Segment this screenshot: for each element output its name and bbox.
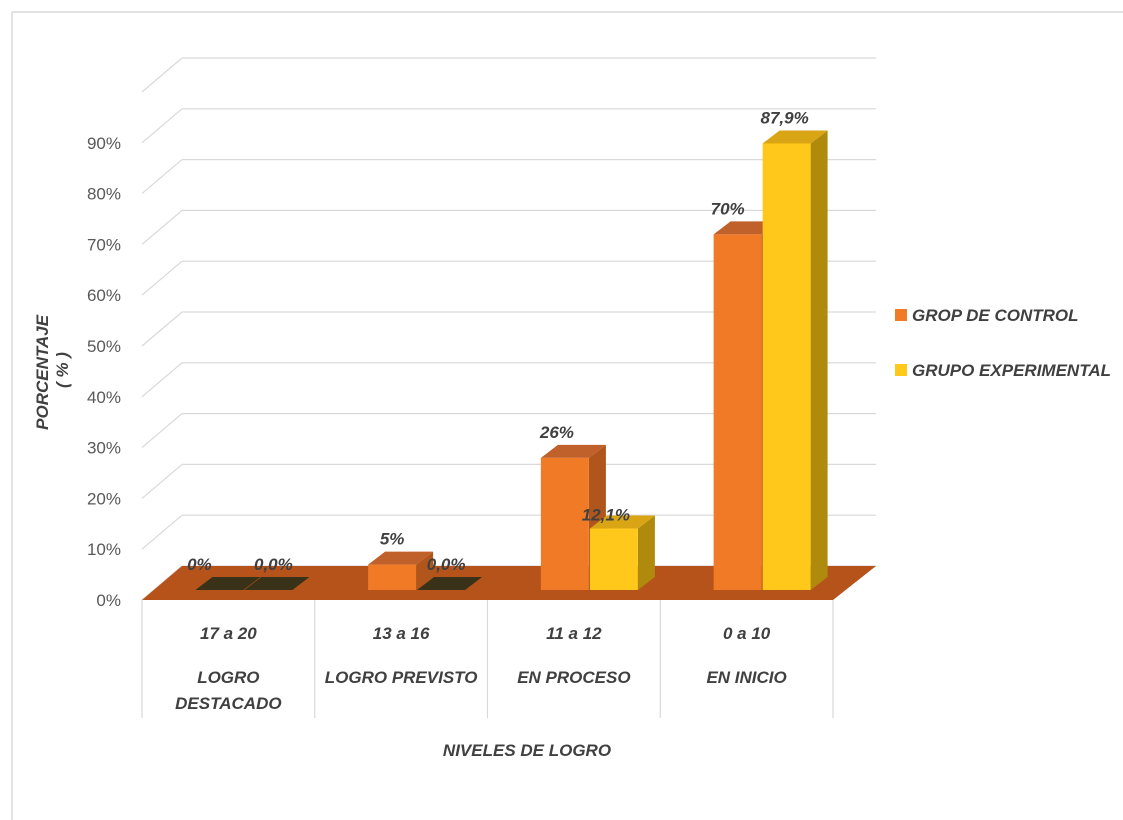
y-tick-label: 30% xyxy=(87,439,121,458)
bar-front xyxy=(540,457,589,590)
bar-top xyxy=(762,130,828,144)
category-labels: 17 a 20 LOGRO DESTACADO 13 a 16 LOGRO PREVIS… xyxy=(175,624,787,713)
gridline-side-1 xyxy=(141,514,183,550)
bar-top xyxy=(540,444,606,458)
data-labels: 0% 0,0% 5% 0,0% 26% 12,1% 70% 87,9% xyxy=(187,108,809,574)
floor-surface xyxy=(142,566,876,600)
data-label: 70% xyxy=(711,199,745,218)
y-tick-labels: 0% 10% 20% 30% 40% 50% 60% 70% 80% 90% xyxy=(87,134,121,610)
bar-top xyxy=(244,577,310,590)
chart-floor xyxy=(142,566,876,600)
data-label: 0% xyxy=(187,555,212,574)
category-range-label: 17 a 20 xyxy=(200,624,257,643)
bar-top xyxy=(195,577,261,590)
y-tick-label: 0% xyxy=(96,591,121,610)
gridline-side-5 xyxy=(141,311,183,347)
category-level-label: LOGRO xyxy=(197,668,259,687)
category-level-label: EN PROCESO xyxy=(517,668,630,687)
legend: GROP DE CONTROL GRUPO EXPERIMENTAL xyxy=(895,306,1111,380)
bar-1-0 xyxy=(244,577,310,590)
bar-front xyxy=(713,234,762,590)
category-level-label: DESTACADO xyxy=(175,694,281,713)
category-range-label: 0 a 10 xyxy=(723,624,771,643)
data-label: 5% xyxy=(380,530,405,549)
data-label: 12,1% xyxy=(582,506,630,525)
bar-side xyxy=(416,551,434,590)
gridline-side-6 xyxy=(141,260,183,296)
y-tick-label: 80% xyxy=(87,185,121,204)
category-table xyxy=(141,600,834,718)
y-tick-label: 40% xyxy=(87,388,121,407)
bar-front xyxy=(368,564,417,590)
gridline-side-8 xyxy=(141,159,183,195)
category-range-label: 13 a 16 xyxy=(373,624,430,643)
bar-side xyxy=(810,130,828,590)
y-axis-title: PORCENTAJE ( % ) xyxy=(33,310,72,430)
bar-1-3 xyxy=(762,130,828,590)
data-label: 87,9% xyxy=(761,108,809,127)
legend-swatch xyxy=(895,364,907,376)
bar-front xyxy=(762,143,811,590)
y-tick-label: 60% xyxy=(87,286,121,305)
bars xyxy=(195,130,828,590)
bar-side xyxy=(637,515,655,590)
gridline-side-2 xyxy=(141,463,183,499)
y-axis-title-line-2: ( % ) xyxy=(53,352,72,388)
gridline-side-7 xyxy=(141,209,183,245)
legend-label: GRUPO EXPERIMENTAL xyxy=(912,361,1111,380)
gridline-side-top xyxy=(141,57,183,93)
bar-top xyxy=(368,551,434,565)
bar-top xyxy=(713,221,779,235)
y-axis-title-line-1: PORCENTAJE xyxy=(33,314,52,430)
bar-front xyxy=(589,528,638,590)
data-label: 0,0% xyxy=(427,555,466,574)
bar-0-1 xyxy=(368,551,434,590)
data-label: 26% xyxy=(539,423,574,442)
legend-swatch xyxy=(895,309,907,321)
bar-top xyxy=(589,515,655,529)
data-label: 0,0% xyxy=(254,555,293,574)
x-axis-title: NIVELES DE LOGRO xyxy=(443,741,611,760)
gridline-side-3 xyxy=(141,413,183,449)
bar-0-0 xyxy=(195,577,261,590)
legend-label: GROP DE CONTROL xyxy=(912,306,1079,325)
y-tick-label: 50% xyxy=(87,337,121,356)
gridline-side-9 xyxy=(141,108,183,144)
gridline-side-4 xyxy=(141,362,183,398)
y-tick-label: 20% xyxy=(87,489,121,508)
bar-top xyxy=(417,577,483,590)
category-level-label: EN INICIO xyxy=(706,668,786,687)
y-tick-label: 70% xyxy=(87,235,121,254)
y-tick-label: 90% xyxy=(87,134,121,153)
category-level-label: LOGRO PREVISTO xyxy=(325,668,478,687)
y-tick-label: 10% xyxy=(87,540,121,559)
bar-1-2 xyxy=(589,515,655,590)
bar-1-1 xyxy=(417,577,483,590)
category-range-label: 11 a 12 xyxy=(546,624,602,643)
